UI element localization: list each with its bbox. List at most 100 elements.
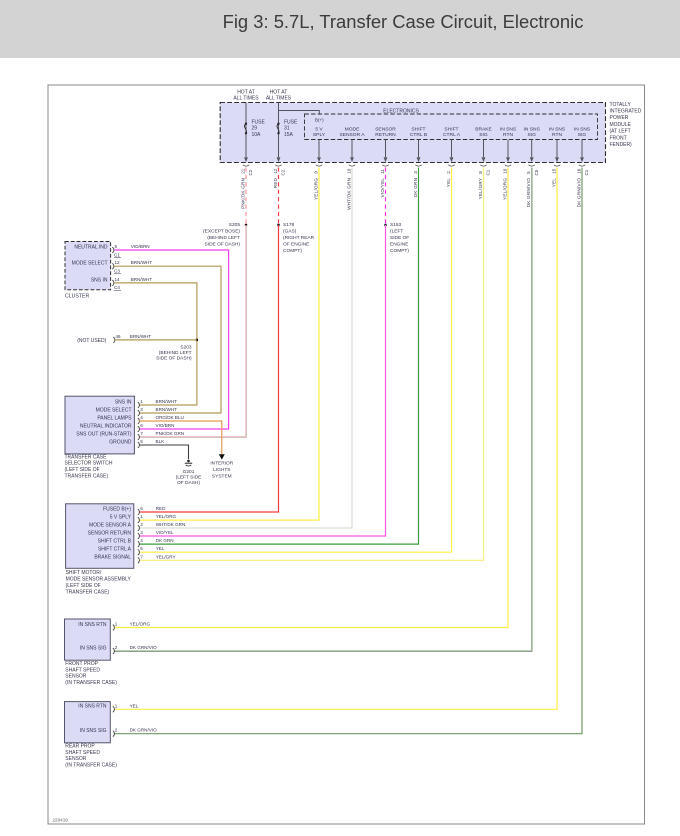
svg-text:IN SNS: IN SNS <box>500 126 517 132</box>
svg-text:MODULE: MODULE <box>610 122 632 128</box>
svg-text:C3: C3 <box>114 269 120 274</box>
svg-text:YEL/ORG: YEL/ORG <box>503 178 508 200</box>
svg-text:CTRL B: CTRL B <box>410 132 427 138</box>
svg-text:DK GRN: DK GRN <box>413 178 418 197</box>
svg-text:5: 5 <box>526 171 531 174</box>
svg-text:TOTALLY: TOTALLY <box>610 102 632 108</box>
svg-text:MODE: MODE <box>345 126 360 132</box>
svg-text:SHIFT: SHIFT <box>444 126 458 132</box>
svg-text:(GAS): (GAS) <box>283 229 297 235</box>
svg-text:29: 29 <box>252 125 258 131</box>
svg-text:21: 21 <box>241 168 246 174</box>
svg-text:MODE SELECT: MODE SELECT <box>72 261 108 267</box>
svg-text:(LEFT: (LEFT <box>390 229 403 235</box>
svg-text:INTERIOR: INTERIOR <box>210 461 233 467</box>
svg-text:MODE SELECT: MODE SELECT <box>96 407 132 413</box>
svg-text:NEUTRAL IND: NEUTRAL IND <box>74 244 108 250</box>
svg-text:BLK: BLK <box>156 439 166 444</box>
svg-text:2: 2 <box>446 171 451 174</box>
svg-text:VIO/BRN: VIO/BRN <box>131 244 150 249</box>
svg-text:31: 31 <box>284 125 290 131</box>
svg-text:RETURN: RETURN <box>375 132 396 138</box>
svg-text:YEL/ORG: YEL/ORG <box>314 178 319 200</box>
svg-text:SPLY: SPLY <box>313 132 326 138</box>
svg-text:RTN: RTN <box>503 132 513 138</box>
svg-text:SENSOR: SENSOR <box>65 756 87 762</box>
svg-text:6: 6 <box>140 423 143 428</box>
svg-text:(IN TRANSFER CASE): (IN TRANSFER CASE) <box>65 762 117 768</box>
svg-text:SHIFT: SHIFT <box>411 126 425 132</box>
svg-text:BRN/WHT: BRN/WHT <box>131 277 153 282</box>
svg-text:G201: G201 <box>183 469 195 475</box>
svg-text:2: 2 <box>115 645 118 650</box>
svg-text:FRONT: FRONT <box>610 135 627 141</box>
svg-text:BRAKE SIGNAL: BRAKE SIGNAL <box>94 555 131 561</box>
svg-text:SENSOR RETURN: SENSOR RETURN <box>88 530 132 536</box>
svg-text:(RIGHT REAR: (RIGHT REAR <box>283 235 315 241</box>
svg-text:OF DASH): OF DASH) <box>177 480 200 486</box>
svg-text:CLUSTER: CLUSTER <box>65 294 89 300</box>
svg-text:1: 1 <box>115 703 118 708</box>
svg-text:C1: C1 <box>114 252 120 257</box>
svg-text:INTEGRATED: INTEGRATED <box>610 109 642 115</box>
svg-text:ELECTRONICS: ELECTRONICS <box>383 108 419 114</box>
svg-text:SELECTOR SWITCH: SELECTOR SWITCH <box>65 461 113 467</box>
svg-text:11: 11 <box>380 169 385 174</box>
svg-text:(LEFT SIDE OF: (LEFT SIDE OF <box>65 467 100 473</box>
svg-text:FENDER): FENDER) <box>610 142 633 148</box>
svg-text:10A: 10A <box>252 132 262 138</box>
svg-text:CTRL A: CTRL A <box>443 132 461 138</box>
svg-text:ALL TIMES: ALL TIMES <box>266 96 292 102</box>
svg-text:SHIFT MOTOR/: SHIFT MOTOR/ <box>66 570 102 576</box>
svg-text:S178: S178 <box>283 222 295 228</box>
svg-text:8: 8 <box>478 171 483 174</box>
svg-text:SIG: SIG <box>479 132 488 138</box>
svg-text:BRN/WHT: BRN/WHT <box>130 334 152 339</box>
svg-text:(NOT USED): (NOT USED) <box>77 338 106 344</box>
svg-text:14: 14 <box>115 277 121 282</box>
svg-text:DK GRN/VIO: DK GRN/VIO <box>130 728 157 733</box>
svg-text:SIG: SIG <box>527 132 536 138</box>
svg-text:LIGHTS: LIGHTS <box>213 467 230 473</box>
svg-text:(EXCEPT BOSE): (EXCEPT BOSE) <box>203 229 240 235</box>
svg-text:YEL/GRY: YEL/GRY <box>156 554 176 559</box>
svg-text:(BEHIND LEFT: (BEHIND LEFT <box>207 235 240 241</box>
svg-text:1: 1 <box>140 514 143 519</box>
svg-text:VIO/YEL: VIO/YEL <box>156 530 174 535</box>
svg-text:5: 5 <box>140 439 143 444</box>
svg-text:COMPT): COMPT) <box>390 248 409 254</box>
svg-text:YEL: YEL <box>552 178 557 188</box>
svg-text:SNS IN: SNS IN <box>91 277 108 283</box>
svg-text:DK GRN/VIO: DK GRN/VIO <box>526 178 531 208</box>
svg-text:SHIFT CTRL A: SHIFT CTRL A <box>98 547 132 553</box>
svg-text:10: 10 <box>347 168 352 174</box>
svg-text:YEL: YEL <box>446 178 451 188</box>
svg-text:DK GRN: DK GRN <box>156 538 174 543</box>
svg-text:GROUND: GROUND <box>109 439 132 445</box>
svg-text:SYSTEM: SYSTEM <box>212 473 232 479</box>
svg-text:(LEFT SIDE: (LEFT SIDE <box>176 474 202 480</box>
svg-text:220419: 220419 <box>53 817 69 822</box>
svg-text:IN SNS: IN SNS <box>574 126 591 132</box>
svg-text:HOT AT: HOT AT <box>270 90 288 96</box>
svg-text:C1: C1 <box>486 169 491 175</box>
svg-text:TRANSFER CASE): TRANSFER CASE) <box>65 473 109 479</box>
svg-text:WHT/DK GRN: WHT/DK GRN <box>347 178 352 210</box>
svg-text:POWER: POWER <box>610 115 629 121</box>
svg-text:(LEFT SIDE OF: (LEFT SIDE OF <box>66 583 101 589</box>
svg-text:SIDE OF DASH): SIDE OF DASH) <box>205 242 241 248</box>
svg-text:WHT/DK GRN: WHT/DK GRN <box>156 522 186 527</box>
svg-text:SIG: SIG <box>578 132 587 138</box>
svg-text:SENSOR A: SENSOR A <box>339 132 365 138</box>
svg-text:VIO/BRN: VIO/BRN <box>156 423 175 428</box>
svg-text:(BEHIND LEFT: (BEHIND LEFT <box>159 350 192 356</box>
svg-text:9: 9 <box>314 171 319 174</box>
svg-text:C4: C4 <box>114 285 120 290</box>
svg-text:2: 2 <box>115 728 118 733</box>
svg-text:1: 1 <box>115 622 118 627</box>
svg-text:C2: C2 <box>281 169 286 175</box>
svg-text:7: 7 <box>140 554 143 559</box>
svg-text:IN SNS SIG: IN SNS SIG <box>80 645 107 651</box>
svg-text:7: 7 <box>140 431 143 436</box>
svg-text:HOT AT: HOT AT <box>237 90 255 96</box>
